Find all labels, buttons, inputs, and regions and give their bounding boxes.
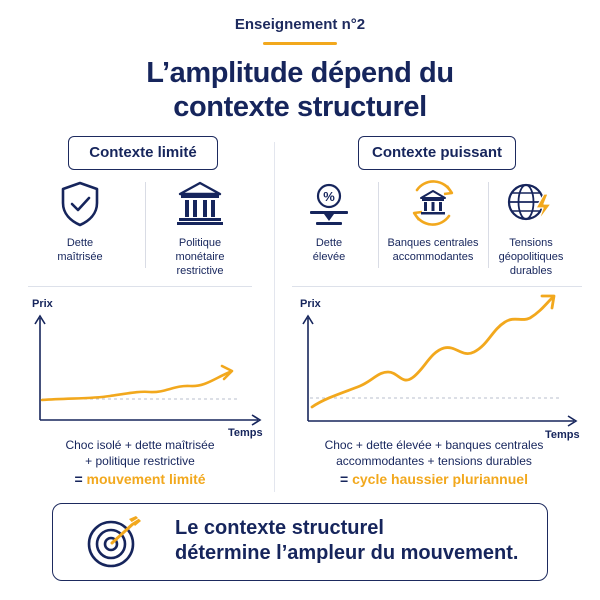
- factor-label-high-debt: Dette élevée: [312, 237, 346, 263]
- factor-label-geopolitical-tensions: Tensions géopolitiques durables: [498, 237, 564, 277]
- right-section-rule: [292, 286, 582, 287]
- globe-lightning-icon: [504, 178, 556, 228]
- conclusion-line-1: Le contexte structurel: [175, 517, 384, 539]
- title-line-1: L’amplitude dépend du: [146, 57, 454, 89]
- target-arrow-icon: [83, 514, 147, 570]
- right-chart-arrowhead: [540, 294, 556, 310]
- bank-cycle-icon: [405, 178, 461, 230]
- conclusion-text: Le contexte structurel détermine l’ample…: [175, 516, 545, 566]
- right-heading: Contexte puissant: [358, 136, 516, 170]
- bank-building-icon: [170, 178, 230, 228]
- left-caption: Choc isolé + dette maîtrisée + politique…: [65, 438, 215, 468]
- kicker-underline: [263, 42, 337, 45]
- conclusion-line-2: détermine l’ampleur du mouvement.: [175, 542, 519, 564]
- left-chart-ylabel: Prix: [32, 298, 53, 310]
- svg-text:%: %: [323, 189, 335, 204]
- debt-percent-scale-icon: %: [304, 178, 354, 228]
- kicker: Enseignement n°2: [234, 16, 366, 33]
- factor-label-debt-controlled: Dette maîtrisée: [57, 237, 103, 263]
- right-caption: Choc + dette élevée + banques centrales …: [324, 438, 544, 468]
- conclusion-box: Le contexte structurel détermine l’ample…: [52, 503, 548, 581]
- factor-separator: [145, 182, 146, 268]
- page-title: L’amplitude dépend du contexte structure…: [0, 56, 600, 124]
- factor-separator: [378, 182, 379, 268]
- right-result: = cycle haussier pluriannuel: [340, 471, 528, 487]
- right-chart-xlabel: Temps: [545, 429, 580, 441]
- left-section-rule: [28, 286, 252, 287]
- left-chart-xlabel: Temps: [228, 427, 263, 439]
- right-chart-ylabel: Prix: [300, 298, 321, 310]
- left-chart-series: [40, 370, 232, 402]
- left-chart-arrowhead: [220, 364, 234, 381]
- factor-label-restrictive-policy: Politique monétaire restrictive: [175, 237, 225, 277]
- shield-check-icon: [50, 178, 110, 228]
- left-heading: Contexte limité: [68, 136, 218, 170]
- left-result: = mouvement limité: [74, 471, 206, 487]
- column-divider: [274, 142, 275, 492]
- factor-label-accommodating-central-banks: Banques centrales accommodantes: [387, 237, 479, 263]
- right-chart-series: [310, 296, 554, 409]
- left-chart-axes: [34, 314, 262, 426]
- factor-separator: [488, 182, 489, 268]
- right-chart-axes: [302, 314, 578, 427]
- title-line-2: contexte structurel: [173, 91, 427, 123]
